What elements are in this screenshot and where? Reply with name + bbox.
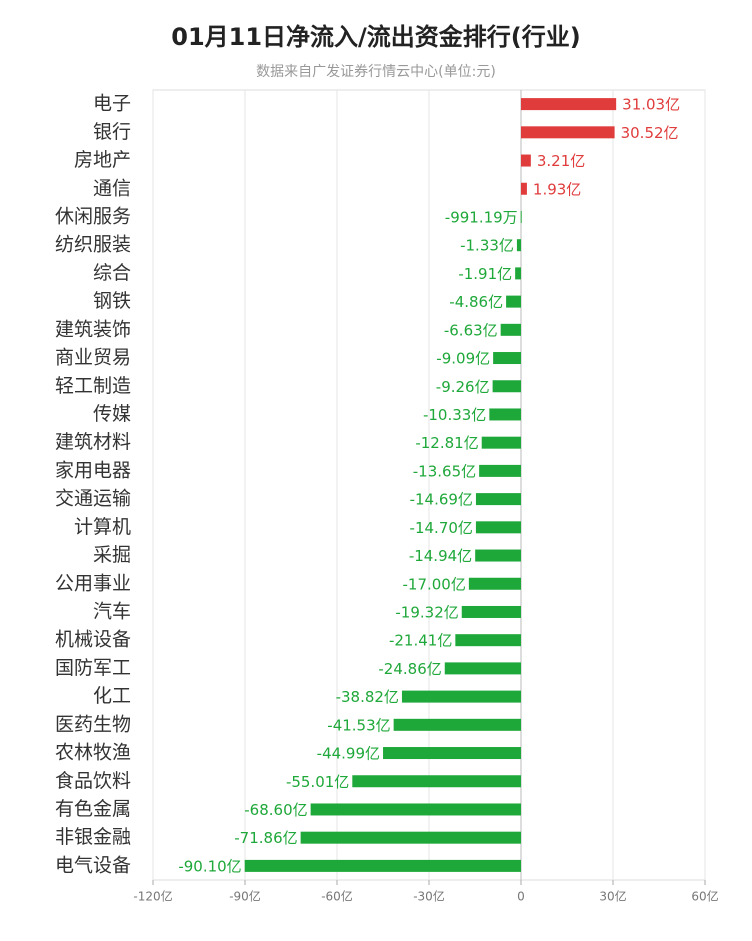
y-tick-label: 医药生物: [55, 713, 131, 735]
bar: [506, 295, 521, 308]
y-tick-label: 食品饮料: [55, 770, 131, 792]
y-tick-label: 通信: [93, 177, 131, 199]
y-tick-label: 机械设备: [55, 629, 131, 651]
bar: [300, 831, 521, 844]
bar: [520, 210, 522, 223]
bar: [475, 549, 521, 562]
y-tick-label: 采掘: [93, 544, 131, 566]
x-tick-label: -120亿: [133, 889, 172, 904]
value-label: -21.41亿: [389, 632, 452, 650]
value-label: 31.03亿: [622, 96, 680, 114]
value-label: -12.81亿: [415, 434, 478, 452]
bar: [468, 577, 521, 590]
value-label: -41.53亿: [327, 716, 390, 734]
x-tick-label: -90亿: [229, 889, 261, 904]
bar: [393, 718, 521, 731]
y-tick-label: 传媒: [93, 403, 131, 425]
bar: [493, 352, 521, 365]
x-tick-label: -30亿: [413, 889, 445, 904]
value-label: -14.94亿: [409, 547, 472, 565]
y-tick-label: 房地产: [74, 149, 131, 171]
bar: [244, 859, 521, 872]
y-tick-label: 建筑材料: [55, 431, 131, 453]
bar: [479, 464, 521, 477]
value-label: 1.93亿: [533, 180, 581, 198]
y-tick-label: 非银金融: [55, 826, 131, 848]
value-label: -14.70亿: [410, 519, 473, 537]
value-label: -1.91亿: [458, 265, 512, 283]
value-label: -9.26亿: [436, 378, 490, 396]
y-tick-label: 银行: [93, 121, 131, 143]
bar: [461, 605, 521, 618]
y-tick-label: 家用电器: [55, 459, 131, 481]
bar: [521, 154, 531, 167]
chart-subtitle: 数据来自广发证券行情云中心(单位:元): [256, 64, 496, 80]
x-tick-label: 0: [517, 890, 525, 904]
value-label: 3.21亿: [537, 152, 585, 170]
bar: [310, 803, 521, 816]
y-tick-label: 建筑装饰: [55, 318, 131, 340]
y-tick-label: 电气设备: [55, 854, 131, 876]
value-label: -6.63亿: [444, 321, 498, 339]
value-label: 30.52亿: [621, 124, 679, 142]
value-label: -10.33亿: [423, 406, 486, 424]
value-label: -17.00亿: [403, 575, 466, 593]
bar: [401, 690, 521, 703]
bar: [481, 436, 521, 449]
y-tick-label: 轻工制造: [55, 375, 131, 397]
y-tick-label: 休闲服务: [55, 205, 131, 227]
chart-title: 01月11日净流入/流出资金排行(行业): [171, 23, 581, 51]
y-tick-label: 综合: [93, 262, 131, 284]
y-tick-label: 钢铁: [93, 290, 131, 312]
value-label: -55.01亿: [286, 773, 349, 791]
value-label: -44.99亿: [317, 745, 380, 763]
value-label: -71.86亿: [234, 829, 297, 847]
x-tick-label: 30亿: [599, 889, 626, 904]
bar: [521, 182, 527, 195]
y-tick-label: 交通运输: [55, 488, 131, 510]
bar: [500, 323, 521, 336]
bar: [444, 662, 521, 675]
y-tick-label: 计算机: [74, 516, 131, 538]
y-tick-label: 有色金属: [55, 798, 131, 820]
bar: [455, 634, 521, 647]
y-tick-label: 国防军工: [55, 657, 131, 679]
x-tick-label: -60亿: [321, 889, 353, 904]
x-tick-label: 60亿: [691, 889, 718, 904]
value-label: -991.19万: [445, 208, 518, 226]
y-tick-label: 电子: [93, 93, 131, 115]
value-label: -14.69亿: [410, 491, 473, 509]
y-tick-label: 汽车: [93, 600, 131, 622]
value-label: -19.32亿: [395, 603, 458, 621]
value-label: -90.10亿: [178, 857, 241, 875]
y-tick-label: 农林牧渔: [55, 742, 131, 764]
bar: [489, 408, 521, 421]
bar: [352, 775, 521, 788]
y-tick-label: 商业贸易: [55, 347, 131, 369]
value-label: -1.33亿: [460, 237, 514, 255]
value-label: -68.60亿: [244, 801, 307, 819]
value-label: -4.86亿: [449, 293, 503, 311]
bar: [475, 521, 521, 534]
bar: [475, 493, 521, 506]
bar: [516, 239, 521, 252]
y-tick-label: 纺织服装: [55, 234, 131, 256]
y-tick-label: 公用事业: [55, 572, 131, 594]
bar: [521, 126, 615, 139]
bar: [515, 267, 521, 280]
value-label: -13.65亿: [413, 462, 476, 480]
y-tick-label: 化工: [93, 685, 131, 707]
value-label: -38.82亿: [336, 688, 399, 706]
bar: [383, 747, 521, 760]
bar: [521, 98, 617, 111]
value-label: -9.09亿: [436, 350, 490, 368]
value-label: -24.86亿: [378, 660, 441, 678]
bar: [492, 380, 521, 393]
